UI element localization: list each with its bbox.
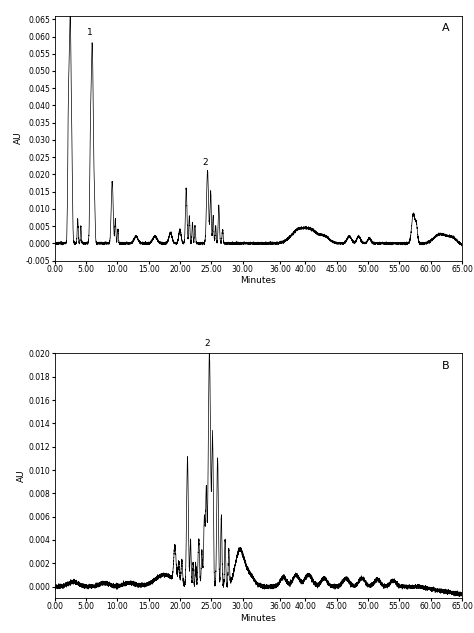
Text: A: A [442, 23, 450, 33]
Text: B: B [442, 361, 450, 371]
Y-axis label: AU: AU [14, 132, 23, 144]
X-axis label: Minutes: Minutes [240, 614, 276, 623]
Text: 2: 2 [205, 339, 210, 348]
X-axis label: Minutes: Minutes [240, 277, 276, 285]
Text: 2: 2 [202, 158, 208, 168]
Y-axis label: AU: AU [17, 470, 26, 482]
Text: 1: 1 [87, 27, 93, 37]
